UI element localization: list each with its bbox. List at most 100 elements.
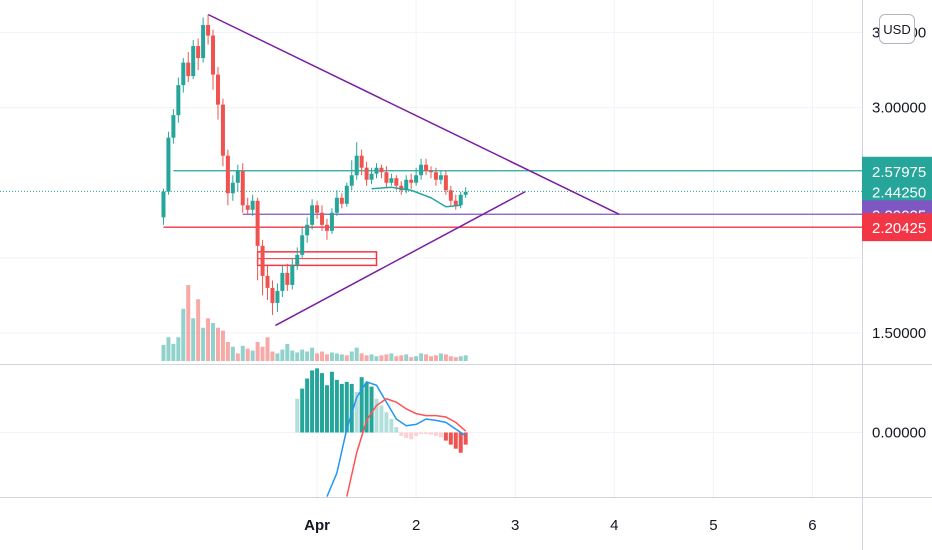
price-badge-label: 2.57975 (872, 164, 926, 181)
candle-body (324, 224, 329, 231)
volume-bar (161, 344, 166, 361)
volume-bar (414, 356, 419, 361)
volume-bar (215, 327, 220, 361)
volume-bar (260, 346, 265, 361)
candle-body (349, 175, 354, 186)
main-pane[interactable] (0, 13, 862, 361)
macd-histogram-bar (334, 379, 339, 433)
candle-body (389, 178, 394, 183)
candle-body (315, 205, 320, 213)
candle-body (290, 265, 295, 285)
volume-bar (196, 299, 201, 361)
price-tick-label: 1.50000 (872, 325, 926, 342)
macd-histogram-bar (379, 405, 384, 433)
candle-body (265, 275, 270, 288)
volume-bar (305, 351, 310, 361)
volume-bar (344, 355, 349, 361)
time-tick-label: 5 (709, 517, 717, 534)
candle-body (245, 205, 250, 210)
candle-body (379, 167, 384, 173)
currency-button[interactable]: USD (879, 14, 915, 44)
volume-bar (429, 356, 433, 361)
triangle-lower-trendline (275, 191, 526, 327)
macd-histogram-bar (305, 378, 310, 433)
candle-body (463, 191, 468, 195)
time-tick-label: 6 (808, 517, 816, 534)
volume-bar (424, 354, 429, 361)
candle-body (225, 155, 230, 194)
volume-bar (339, 354, 344, 361)
volume-bar (320, 351, 325, 361)
macd-histogram-bar (374, 398, 379, 433)
candle-body (404, 179, 409, 191)
volume-bar (191, 318, 196, 361)
candle-body (433, 172, 438, 180)
volume-bar (315, 353, 320, 361)
volume-bar (448, 356, 453, 361)
candle-body (191, 46, 196, 77)
candle-body (235, 170, 240, 183)
volume-bar (359, 353, 364, 361)
macd-histogram-bar (389, 419, 394, 433)
macd-histogram-bar (448, 432, 453, 445)
price-axis[interactable]: 3.500003.000001.500000.000002.579752.442… (862, 25, 932, 442)
macd-histogram-bar (295, 398, 300, 433)
volume-bar (220, 330, 225, 361)
macd-histogram-bar (404, 432, 409, 438)
volume-bar (270, 351, 275, 361)
candle-body (320, 212, 325, 225)
volume-bar (334, 353, 339, 361)
candle-body (305, 224, 310, 236)
volume-bar (329, 352, 334, 361)
candle-body (270, 287, 275, 303)
macd-histogram-bar (438, 432, 443, 438)
price-tick-label: 3.00000 (872, 100, 926, 117)
volume-bar (255, 342, 260, 361)
macd-tick-label: 0.00000 (872, 425, 926, 442)
volume-bar (186, 285, 191, 361)
candle-body (354, 155, 359, 176)
candle-body (285, 272, 290, 285)
macd-pane[interactable] (295, 368, 468, 497)
macd-histogram-bar (310, 370, 315, 433)
macd-histogram-bar (324, 385, 329, 433)
candle-body (230, 182, 235, 194)
candle-body (429, 170, 433, 173)
macd-histogram-bar (344, 381, 349, 433)
volume-bar (230, 346, 235, 361)
candle-body (206, 25, 211, 36)
macd-histogram-bar (463, 432, 468, 445)
candle-body (419, 164, 424, 176)
candle-body (394, 178, 399, 186)
candle-body (300, 235, 305, 255)
volume-bar (265, 337, 270, 361)
time-axis[interactable]: Apr 2 3 4 5 6 (304, 517, 816, 534)
candle-body (215, 74, 220, 105)
volume-bar (300, 349, 305, 361)
volume-bar (384, 354, 389, 361)
candle-body (275, 290, 280, 303)
volume-bar (245, 348, 250, 361)
candle-body (334, 197, 339, 213)
candle-body (280, 272, 285, 291)
volume-bar (171, 343, 176, 361)
volume-bar (463, 355, 468, 361)
candle-body (344, 185, 349, 204)
volume-bar (211, 323, 216, 361)
macd-histogram-bar (329, 371, 334, 433)
macd-line (326, 380, 467, 497)
volume-bar (354, 347, 359, 361)
volume-bar (433, 355, 438, 361)
candle-body (359, 155, 364, 168)
candle-body (453, 200, 458, 206)
candle-body (438, 175, 443, 180)
volume-bar (295, 352, 300, 361)
moving-average-line (371, 186, 461, 208)
macd-histogram-bar (458, 432, 463, 453)
macd-histogram-bar (429, 432, 433, 435)
volume-bar (369, 354, 374, 361)
volume-bar (181, 308, 186, 361)
macd-histogram-bar (320, 373, 325, 433)
